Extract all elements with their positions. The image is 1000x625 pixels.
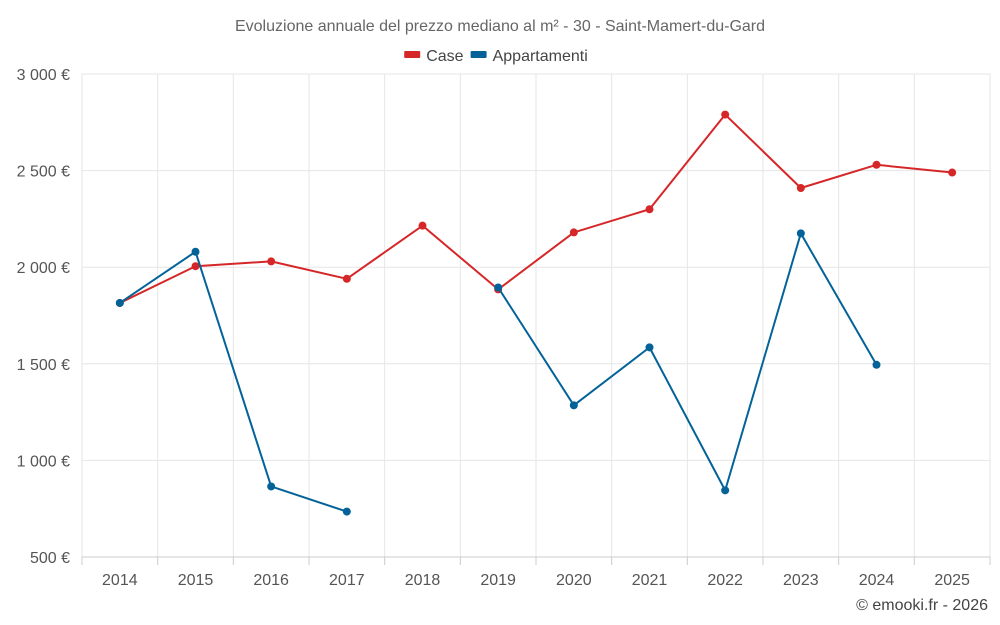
x-tick-label: 2019: [480, 572, 516, 589]
data-point-case: [721, 110, 730, 119]
data-point-case: [191, 262, 200, 271]
series-line-case: [118, 113, 954, 304]
data-point-appartamenti: [721, 486, 730, 495]
data-point-case: [948, 168, 957, 177]
data-point-appartamenti: [494, 283, 503, 292]
x-tick-label: 2021: [632, 572, 668, 589]
data-point-case: [796, 183, 805, 192]
series-line-appartamenti: [118, 232, 878, 513]
data-point-appartamenti: [267, 482, 276, 491]
data-point-appartamenti: [191, 247, 200, 256]
y-axis: 500 € 1 000 € 1 500 € 2 000 € 2 500 € 3 000 €: [17, 67, 70, 567]
y-tick-label: 1 000 €: [17, 453, 70, 470]
x-tick-label: 2024: [859, 572, 895, 589]
x-tick-label: 2017: [329, 572, 365, 589]
x-axis: 2014 2015 2016 2017 2018 2019 2020 2021 2022 2023…: [81, 556, 991, 589]
data-point-appartamenti: [796, 229, 805, 238]
y-tick-label: 1 500 €: [17, 357, 70, 374]
legend: Case Appartamenti: [404, 48, 588, 65]
credit-text: © emooki.fr - 2026: [856, 597, 988, 614]
data-point-appartamenti: [569, 401, 578, 410]
data-point-appartamenti: [645, 343, 654, 352]
data-point-case: [267, 257, 276, 266]
legend-label-case: Case: [426, 48, 463, 65]
data-point-appartamenti: [115, 298, 124, 307]
x-tick-label: 2020: [556, 572, 592, 589]
y-tick-label: 500 €: [30, 550, 70, 567]
x-tick-label: 2016: [253, 572, 289, 589]
x-tick-label: 2025: [934, 572, 970, 589]
data-point-case: [872, 160, 881, 169]
data-point-case: [645, 205, 654, 214]
data-point-case: [342, 274, 351, 283]
data-point-appartamenti: [872, 360, 881, 369]
legend-label-appartamenti: Appartamenti: [493, 48, 588, 65]
data-point-case: [569, 228, 578, 237]
data-point-appartamenti: [342, 507, 351, 516]
y-tick-label: 2 000 €: [17, 260, 70, 277]
y-tick-label: 3 000 €: [17, 67, 70, 84]
x-tick-label: 2023: [783, 572, 819, 589]
series-group: [115, 110, 957, 516]
x-tick-label: 2014: [102, 572, 138, 589]
grid: [81, 73, 991, 558]
x-tick-label: 2018: [405, 572, 441, 589]
y-tick-label: 2 500 €: [17, 164, 70, 181]
x-tick-label: 2015: [178, 572, 214, 589]
legend-swatch-case: [404, 51, 421, 58]
chart-title: Evoluzione annuale del prezzo mediano al…: [235, 18, 765, 35]
x-tick-label: 2022: [707, 572, 743, 589]
data-point-case: [418, 221, 427, 230]
legend-swatch-appartamenti: [470, 51, 487, 58]
